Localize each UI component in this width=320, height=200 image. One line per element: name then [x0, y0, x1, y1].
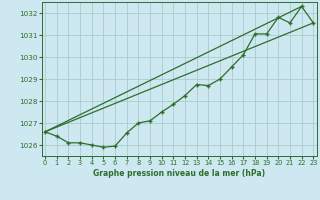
- X-axis label: Graphe pression niveau de la mer (hPa): Graphe pression niveau de la mer (hPa): [93, 169, 265, 178]
